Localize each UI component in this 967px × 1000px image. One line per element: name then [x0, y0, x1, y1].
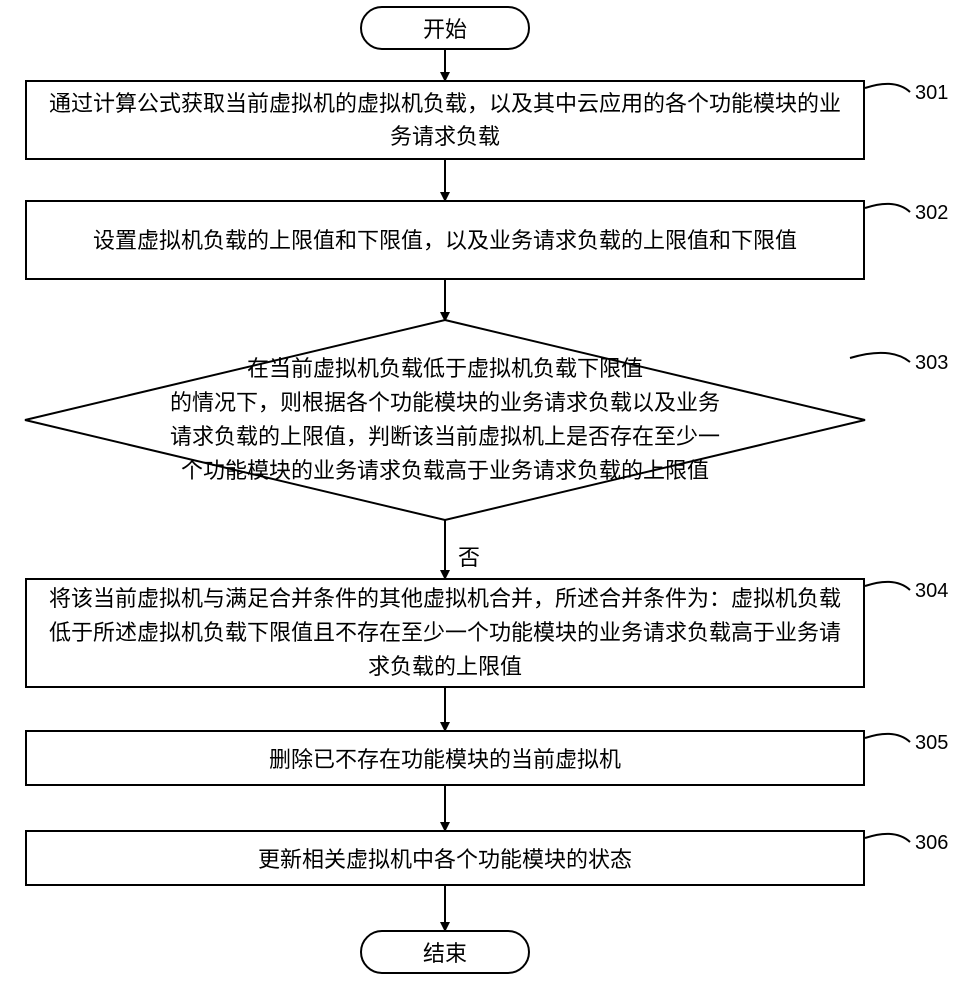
decision-303-text: 在当前虚拟机负载低于虚拟机负载下限值 的情况下，则根据各个功能模块的业务请求负载… — [25, 352, 865, 488]
process-304: 将该当前虚拟机与满足合并条件的其他虚拟机合并，所述合并条件为：虚拟机负载低于所述… — [25, 578, 865, 688]
step-number-301-text: 301 — [915, 82, 948, 104]
decision-line-2: 的情况下，则根据各个功能模块的业务请求负载以及业务 — [25, 386, 865, 420]
process-305: 删除已不存在功能模块的当前虚拟机 — [25, 730, 865, 786]
process-305-text: 删除已不存在功能模块的当前虚拟机 — [269, 742, 621, 774]
step-number-301: 301 — [915, 82, 948, 105]
end-node: 结束 — [360, 930, 530, 974]
step-number-302: 302 — [915, 202, 948, 225]
process-306-text: 更新相关虚拟机中各个功能模块的状态 — [258, 842, 632, 874]
process-301: 通过计算公式获取当前虚拟机的虚拟机负载，以及其中云应用的各个功能模块的业务请求负… — [25, 80, 865, 160]
step-number-306-text: 306 — [915, 832, 948, 854]
process-302: 设置虚拟机负载的上限值和下限值，以及业务请求负载的上限值和下限值 — [25, 200, 865, 280]
step-number-305: 305 — [915, 732, 948, 755]
step-number-304-text: 304 — [915, 580, 948, 602]
process-301-text: 通过计算公式获取当前虚拟机的虚拟机负载，以及其中云应用的各个功能模块的业务请求负… — [47, 87, 843, 153]
step-number-303-text: 303 — [915, 352, 948, 374]
start-label: 开始 — [423, 12, 467, 44]
decision-line-3: 请求负载的上限值，判断该当前虚拟机上是否存在至少一 — [25, 420, 865, 454]
decision-line-4: 个功能模块的业务请求负载高于业务请求负载的上限值 — [25, 454, 865, 488]
step-number-302-text: 302 — [915, 202, 948, 224]
decision-303: 在当前虚拟机负载低于虚拟机负载下限值 的情况下，则根据各个功能模块的业务请求负载… — [25, 320, 865, 520]
process-304-text: 将该当前虚拟机与满足合并条件的其他虚拟机合并，所述合并条件为：虚拟机负载低于所述… — [47, 582, 843, 684]
start-node: 开始 — [360, 6, 530, 50]
process-302-text: 设置虚拟机负载的上限值和下限值，以及业务请求负载的上限值和下限值 — [93, 224, 797, 257]
flowchart-container: 开始 通过计算公式获取当前虚拟机的虚拟机负载，以及其中云应用的各个功能模块的业务… — [0, 0, 967, 1000]
process-306: 更新相关虚拟机中各个功能模块的状态 — [25, 830, 865, 886]
end-label: 结束 — [423, 936, 467, 968]
step-number-304: 304 — [915, 580, 948, 603]
step-number-303: 303 — [915, 352, 948, 375]
step-number-305-text: 305 — [915, 732, 948, 754]
step-number-306: 306 — [915, 832, 948, 855]
decision-no-label: 否 — [458, 540, 480, 572]
decision-line-1: 在当前虚拟机负载低于虚拟机负载下限值 — [25, 352, 865, 386]
decision-no-text: 否 — [458, 545, 480, 570]
